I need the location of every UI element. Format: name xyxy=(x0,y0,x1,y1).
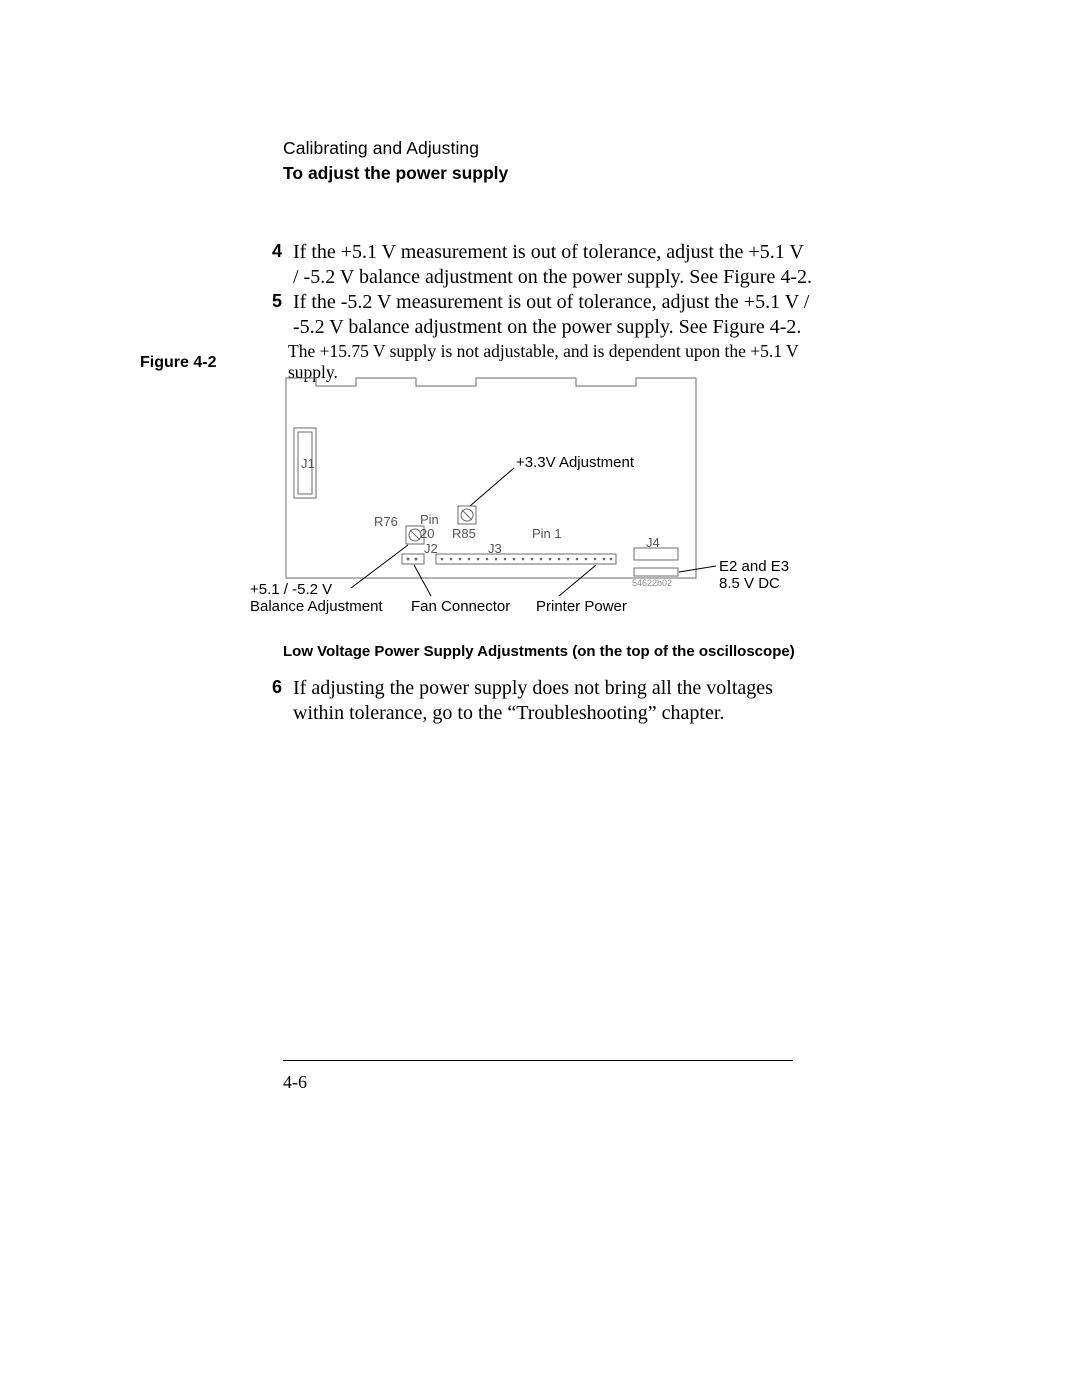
step-text: If the +5.1 V measurement is out of tole… xyxy=(293,240,813,290)
step-text: If adjusting the power supply does not b… xyxy=(293,676,813,726)
annot-e2e3-l2: 8.5 V DC xyxy=(719,575,780,592)
figure-label: Figure 4-2 xyxy=(140,354,216,372)
section-title: To adjust the power supply xyxy=(283,163,508,184)
annot-balance-l1: +5.1 / -5.2 V xyxy=(250,581,332,598)
annot-r85: R85 xyxy=(452,526,476,541)
annot-j1: J1 xyxy=(301,456,315,471)
figure-diagram xyxy=(256,368,796,628)
annot-partnum: 54622b02 xyxy=(632,578,672,588)
step-4: 4 If the +5.1 V measurement is out of to… xyxy=(262,240,822,290)
annot-r76: R76 xyxy=(374,514,398,529)
step-text: If the -5.2 V measurement is out of tole… xyxy=(293,290,813,340)
annot-3v3: +3.3V Adjustment xyxy=(516,454,634,471)
annot-j3: J3 xyxy=(488,541,502,556)
annot-pin20b: 20 xyxy=(420,526,434,541)
annot-printer: Printer Power xyxy=(536,598,627,615)
annot-pin1: Pin 1 xyxy=(532,526,562,541)
step-number: 6 xyxy=(262,676,282,699)
annot-fan: Fan Connector xyxy=(411,598,510,615)
page: Calibrating and Adjusting To adjust the … xyxy=(0,0,1080,1397)
step-5: 5 If the -5.2 V measurement is out of to… xyxy=(262,290,822,340)
page-header: Calibrating and Adjusting To adjust the … xyxy=(283,138,508,184)
footer-rule xyxy=(283,1060,793,1061)
annot-pin20a: Pin xyxy=(420,512,439,527)
annot-j4: J4 xyxy=(646,535,660,550)
figure-caption: Low Voltage Power Supply Adjustments (on… xyxy=(283,643,795,660)
page-number: 4-6 xyxy=(283,1072,307,1093)
annot-balance-l2: Balance Adjustment xyxy=(250,598,383,615)
step-6: 6 If adjusting the power supply does not… xyxy=(262,676,822,726)
annot-j2: J2 xyxy=(424,541,438,556)
figure-4-2: +3.3V Adjustment R76 R85 Pin 20 Pin 1 J1… xyxy=(256,368,796,628)
step-number: 5 xyxy=(262,290,282,313)
chapter-title: Calibrating and Adjusting xyxy=(283,138,508,159)
annot-e2e3-l1: E2 and E3 xyxy=(719,558,789,575)
step-number: 4 xyxy=(262,240,282,263)
